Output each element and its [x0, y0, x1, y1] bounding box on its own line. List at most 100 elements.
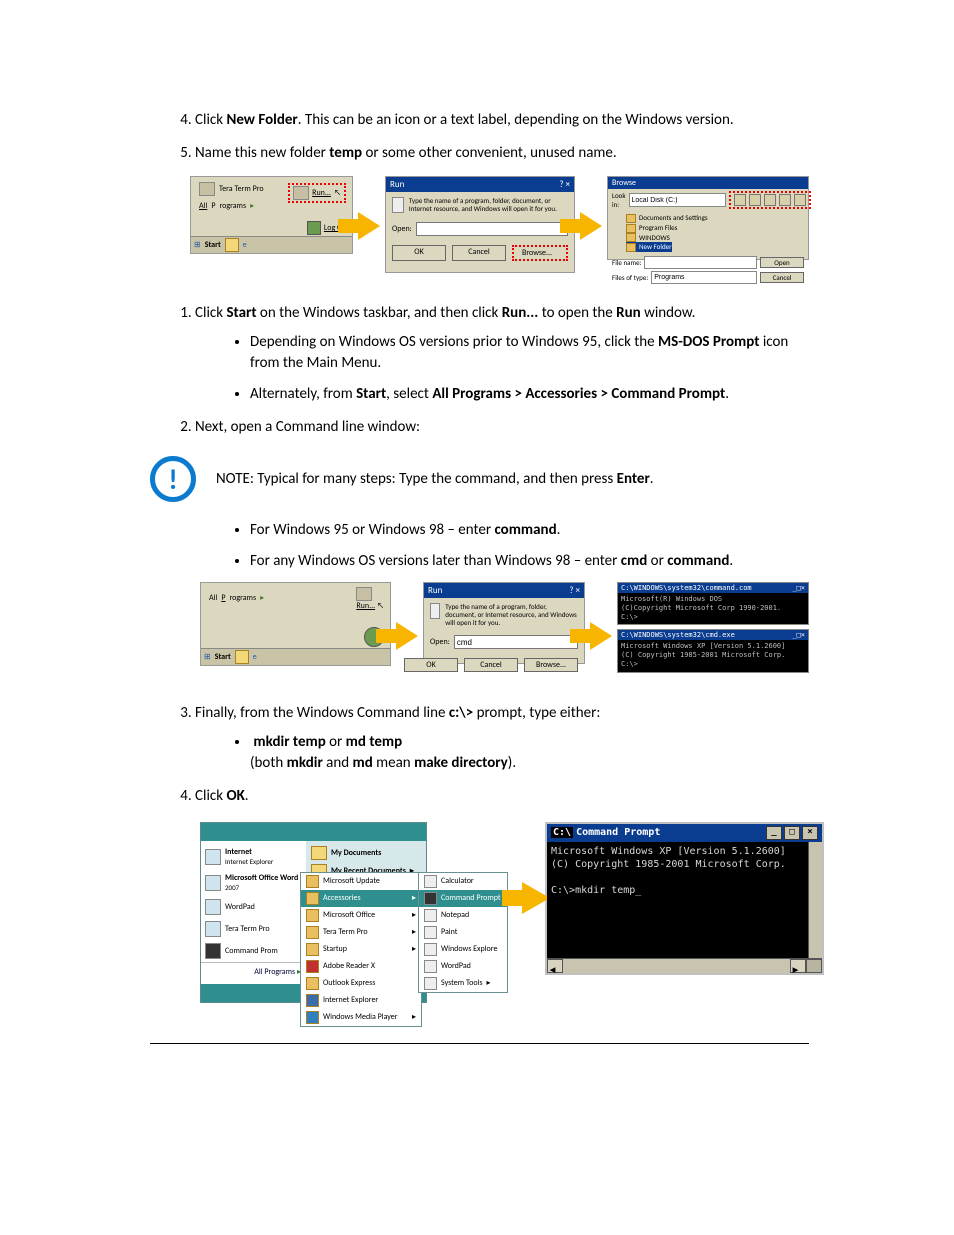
folder-item[interactable]: Program Files [626, 223, 790, 233]
cancel-button[interactable]: Cancel [760, 272, 804, 283]
open-button[interactable]: Open [760, 257, 804, 268]
close-icon[interactable]: ? × [569, 585, 580, 596]
toolbar-icons[interactable] [729, 191, 811, 209]
info-icon: ! [150, 456, 196, 502]
cmd-window-1: C:\WINDOWS\system32\command.com_□× Micro… [617, 582, 809, 625]
folder-icon [306, 943, 319, 956]
sm-item[interactable]: Microsoft Office Word2007 [201, 870, 306, 896]
menu-item[interactable]: Startup▸ [301, 941, 421, 958]
cmd-body[interactable]: Microsoft Windows XP [Version 5.1.2600] … [547, 842, 822, 958]
page: Click New Folder. This can be an icon or… [0, 0, 954, 1104]
browse-button[interactable]: Browse... [512, 245, 568, 261]
filename-label: File name: [612, 258, 641, 267]
sm-item[interactable]: Tera Term Pro [201, 918, 306, 940]
window-controls[interactable]: _□× [792, 631, 805, 639]
menu-item[interactable]: Adobe Reader X [301, 958, 421, 975]
run-title: Run [390, 179, 404, 190]
menu-item[interactable]: Microsoft Office▸ [301, 907, 421, 924]
file-list[interactable]: Documents and Settings Program Files WIN… [608, 211, 808, 254]
paint-icon [424, 926, 437, 939]
sm-left: InternetInternet Explorer Microsoft Offi… [201, 841, 306, 984]
chevron-right-icon: ▸ [412, 944, 416, 954]
menu-item[interactable]: Notepad [419, 907, 507, 924]
menu-item[interactable]: System Tools ▸ [419, 975, 507, 992]
chevron-right-icon: ▸ [412, 893, 416, 903]
menu-item[interactable]: Microsoft Update [301, 873, 421, 890]
filetype-input[interactable] [651, 271, 757, 284]
step-4b: Click OK. [195, 786, 809, 807]
menu-item[interactable]: Calculator [419, 873, 507, 890]
chevron-right-icon: ▸ [412, 910, 416, 920]
run-menu-item[interactable]: Run... ↖ [356, 587, 384, 611]
start-button[interactable]: Start [205, 240, 221, 250]
menu-item[interactable]: Outlook Express [301, 975, 421, 992]
window-controls[interactable]: _□× [792, 584, 805, 592]
menu-item[interactable]: WordPad [419, 958, 507, 975]
steps-mid: Click Start on the Windows taskbar, and … [150, 303, 809, 438]
filename-input[interactable] [644, 256, 757, 269]
browse-title: Browse [608, 177, 808, 189]
folder-icon [306, 909, 319, 922]
note-row: ! NOTE: Typical for many steps: Type the… [150, 456, 809, 502]
sm-item[interactable]: Command Prom [201, 940, 306, 962]
window-controls[interactable]: _□× [766, 826, 818, 840]
cmd-icon: C:\ [551, 827, 573, 838]
menu-item[interactable]: Internet Explorer [301, 992, 421, 1009]
run-dialog-2: Run? × Type the name of a program, folde… [423, 582, 585, 664]
windows-icon: ⊞ [204, 652, 211, 662]
cancel-button[interactable]: Cancel [464, 658, 518, 672]
arrow-icon [522, 882, 550, 914]
run-menu-item[interactable]: Run... ↖ [288, 183, 346, 203]
footer-rule [150, 1043, 809, 1044]
browse-dialog: Browse Look in: Documents and Settings P… [607, 176, 809, 260]
lookin-input[interactable] [629, 193, 726, 207]
folder-item[interactable]: Documents and Settings [626, 213, 790, 223]
ie-icon[interactable]: e [243, 240, 247, 250]
step-5: Name this new folder temp or some other … [195, 143, 809, 164]
sm-item[interactable]: InternetInternet Explorer [201, 844, 306, 870]
all-programs[interactable]: All Programs ▸ [209, 593, 264, 603]
cursor-icon: ↖ [377, 601, 384, 611]
start-button[interactable]: Start [215, 652, 231, 662]
menu-item[interactable]: Windows Media Player▸ [301, 1009, 421, 1026]
update-icon [306, 875, 319, 888]
menu-item-selected[interactable]: Command Prompt [419, 890, 507, 907]
folder-item[interactable]: WINDOWS [626, 233, 790, 243]
ok-button[interactable]: OK [392, 245, 446, 261]
folder-icon [311, 846, 327, 860]
cancel-button[interactable]: Cancel [452, 245, 506, 261]
all-programs[interactable]: All Programs ▸ [199, 201, 254, 211]
chevron-right-icon: ▸ [412, 1012, 416, 1022]
ok-button[interactable]: OK [404, 658, 458, 672]
note-text: NOTE: Typical for many steps: Type the c… [216, 470, 654, 488]
step-2-subs: For Windows 95 or Windows 98 – enter com… [195, 520, 809, 572]
wmp-icon [306, 1011, 319, 1024]
lookin-label: Look in: [612, 191, 626, 209]
explorer-icon [424, 943, 437, 956]
menu-item-selected[interactable]: Accessories▸ [301, 890, 421, 907]
step-4: Click New Folder. This can be an icon or… [195, 110, 809, 131]
all-programs-item[interactable]: All Programs ▸ [201, 962, 306, 981]
scrollbar[interactable] [808, 842, 822, 958]
ie-icon[interactable]: e [253, 652, 257, 662]
arrow-icon [358, 176, 380, 240]
step-3-sub: mkdir temp or md temp (both mkdir and md… [250, 732, 809, 774]
folder-icon [306, 892, 319, 905]
close-icon[interactable]: ? × [559, 179, 570, 190]
sm-right-item[interactable]: My Documents [306, 844, 426, 862]
folder-item-selected[interactable]: New Folder [626, 242, 672, 252]
menu-item[interactable]: Tera Term Pro▸ [301, 924, 421, 941]
open-input[interactable] [416, 222, 568, 236]
menu-item[interactable]: Windows Explore [419, 941, 507, 958]
open-input[interactable] [454, 635, 578, 649]
cmd-window-2: C:\WINDOWS\system32\cmd.exe_□× Microsoft… [617, 629, 809, 672]
arrow-icon [590, 582, 612, 650]
sm-item[interactable]: WordPad [201, 896, 306, 918]
run-desc: Type the name of a program, folder, docu… [409, 197, 568, 214]
step-1: Click Start on the Windows taskbar, and … [195, 303, 809, 405]
scrollbar-h[interactable]: ◂▸ [547, 958, 822, 973]
browse-button[interactable]: Browse... [524, 658, 578, 672]
folder-icon[interactable] [225, 238, 239, 252]
folder-icon[interactable] [235, 650, 249, 664]
menu-item[interactable]: Paint [419, 924, 507, 941]
